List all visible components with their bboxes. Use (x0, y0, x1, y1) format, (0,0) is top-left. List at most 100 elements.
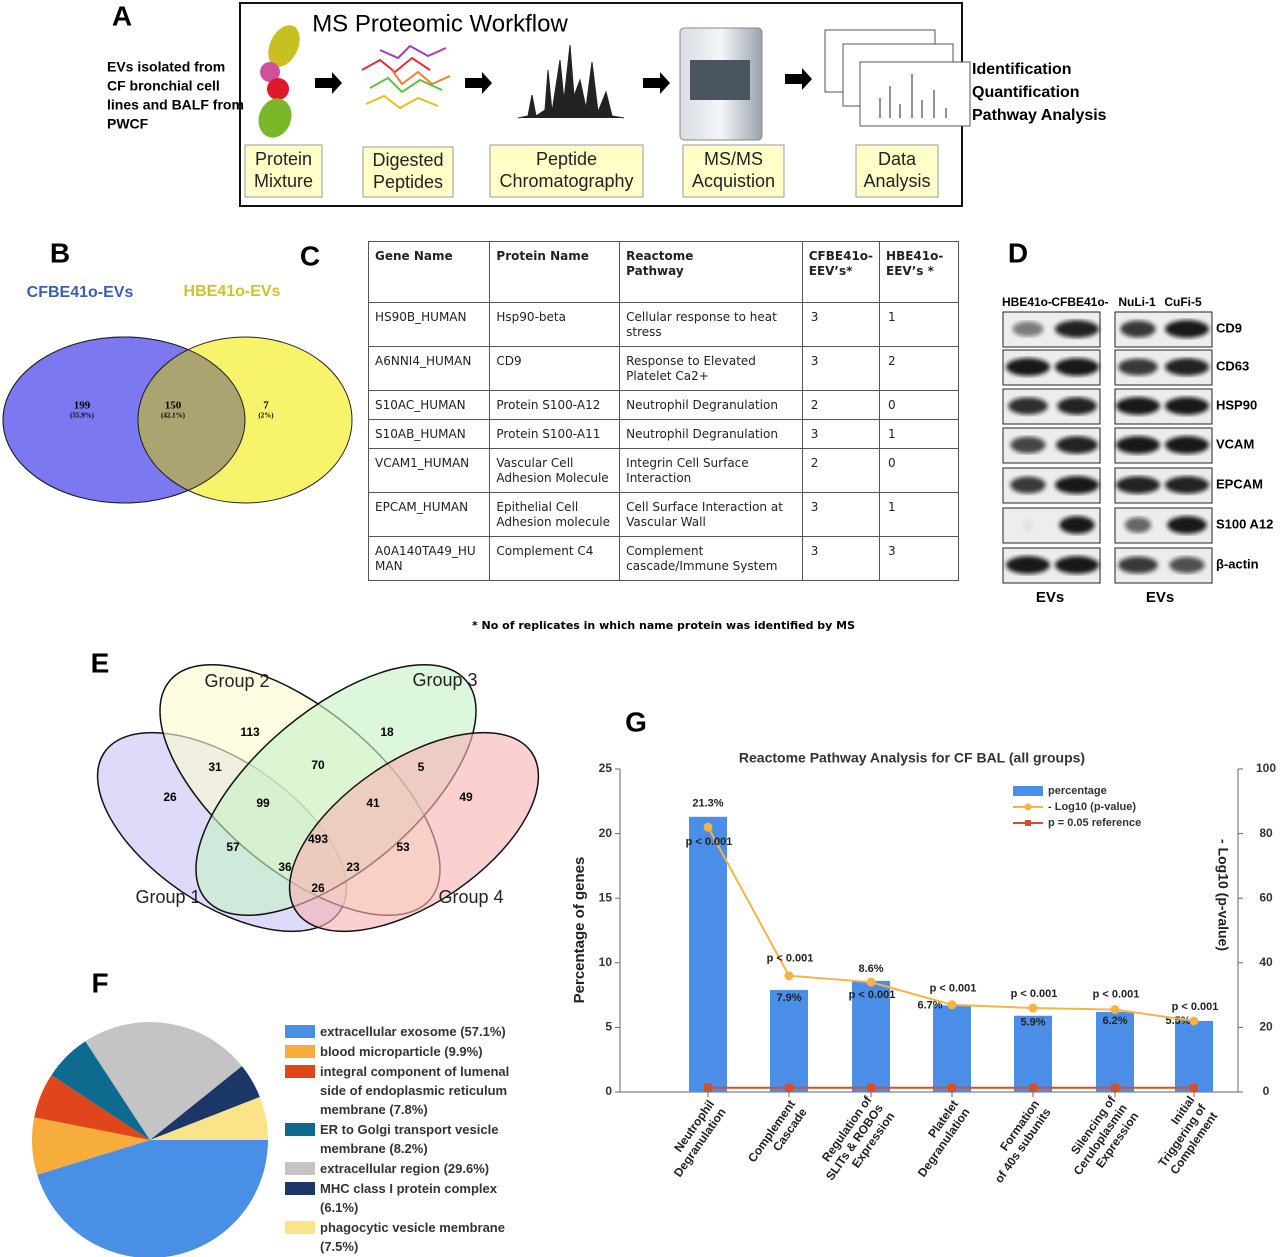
table-cell: 2 (801, 448, 881, 493)
line-marker (704, 1083, 712, 1092)
step-box (489, 144, 644, 198)
group-name: Group 4 (438, 887, 503, 907)
line-marker (1111, 1083, 1119, 1092)
blot-band (1006, 556, 1050, 574)
blot-band (1116, 436, 1160, 454)
header-cell: HBE41o-EEV’s * (879, 241, 959, 303)
value-label: 7.9% (776, 992, 801, 1004)
blot-band (1165, 436, 1209, 454)
arrow (315, 72, 342, 94)
table-cell: Response to Elevated Platelet Ca2+ (619, 346, 803, 391)
blot-band (1012, 321, 1044, 337)
pie-slice (150, 1096, 268, 1140)
table-cell: Cellular response to heat stress (619, 302, 803, 347)
legend-label: MHC class I protein complex (320, 1181, 497, 1196)
blot-band (1165, 358, 1209, 376)
table-cell: 3 (801, 492, 881, 537)
group-label: EVs (1146, 589, 1174, 606)
line-marker (1028, 1003, 1038, 1013)
blot-band (1055, 476, 1099, 494)
bar (1096, 1011, 1134, 1092)
legend-value: (57.1%) (460, 1024, 506, 1039)
y2-tick-label: 100 (1256, 761, 1276, 775)
legend-item: phagocytic vesicle membrane (7.5%) (285, 1218, 525, 1256)
pie-legend: extracellular exosome (57.1%) blood micro… (285, 1022, 525, 1257)
region-count: 150 (165, 400, 182, 412)
legend-swatch (1013, 786, 1043, 796)
pie-slice (34, 1075, 150, 1140)
table-cell: 0 (879, 448, 959, 493)
panel-letter: C (300, 240, 320, 271)
line-marker (947, 1000, 957, 1010)
region-count: 199 (74, 400, 91, 412)
value-label: 6.2% (1102, 1015, 1127, 1027)
bar (770, 989, 808, 1092)
table-cell: 1 (879, 492, 959, 537)
table-cell: 1 (879, 302, 959, 347)
lane-label: NuLi-1 (1118, 295, 1156, 309)
p-value-label: p < 0.001 (849, 989, 896, 1001)
table-header-row: Gene Name Protein Name Reactome Pathway CFB… (367, 241, 959, 303)
table-cell: Integrin Cell Surface Interaction (619, 448, 803, 493)
panel-letter: B (50, 237, 70, 268)
value-label: 5.9% (1020, 1017, 1045, 1029)
step-label: Protein Mixture (254, 149, 313, 191)
table-cell: Cell Surface Interaction at Vascular Wal… (619, 492, 803, 537)
table-cell: Complement C4 (489, 536, 621, 581)
blot-band (1055, 320, 1099, 338)
table-row: A0A140TA49_HUMAN Complement C4 Complement … (367, 536, 959, 581)
chromatogram (517, 44, 625, 119)
p-value-label: p < 0.001 (686, 836, 733, 848)
region-count: 18 (380, 725, 394, 739)
legend-item: ER to Golgi transport vesicle membrane (… (285, 1120, 525, 1158)
legend-value: (7.5%) (320, 1239, 359, 1254)
venn-overlap (137, 337, 245, 503)
legend-label: extracellular region (320, 1161, 440, 1176)
line-marker (1029, 1083, 1037, 1092)
table-cell: CD9 (489, 346, 621, 391)
step-label: Peptide Chromatography (499, 149, 633, 191)
table-cell: Protein S100-A11 (489, 419, 621, 449)
p-value-label: p < 0.001 (1172, 1001, 1219, 1013)
header-cell: CFBE41o-EEV’s* (801, 241, 881, 303)
x-tick-label: NeutrophilDegranulation (660, 1097, 729, 1179)
table-cell: 1 (879, 419, 959, 449)
peptide (391, 69, 451, 86)
region-count: 113 (240, 725, 260, 739)
y2-tick-label: 40 (1259, 955, 1273, 969)
lane-label: HBE41o- (1002, 295, 1052, 309)
table-footnote: * No of replicates in which name protein… (471, 619, 856, 632)
x-tick-label: Silencing ofCeruloplasminExpression (1059, 1093, 1142, 1186)
blot-band (1023, 518, 1033, 532)
molecule (267, 78, 289, 100)
region-count: 41 (366, 796, 380, 810)
legend-label: p = 0.05 reference (1048, 817, 1141, 829)
value-label: 6.7% (917, 999, 942, 1011)
table-cell: A6NNI4_HUMAN (367, 346, 491, 391)
venn-outline (2, 336, 246, 504)
region-count: 5 (418, 760, 425, 774)
set-name: CFBE41o-EVs (27, 284, 134, 301)
step-label: MS/MS Acquistion (692, 149, 775, 191)
blot-band (1010, 476, 1046, 494)
pie-slice (150, 1066, 260, 1140)
legend-label: - Log10 (p-value) (1048, 801, 1136, 813)
region-percent: (2%) (258, 412, 274, 420)
p-value-label: p < 0.001 (767, 953, 814, 965)
table-cell: Neutrophil Degranulation (619, 419, 803, 449)
table-cell: 3 (879, 536, 959, 581)
blot-band (1116, 397, 1160, 415)
bar (689, 816, 727, 1092)
region-count: 99 (256, 796, 270, 810)
legend-value: (9.9%) (444, 1044, 483, 1059)
blot-band (1124, 517, 1152, 533)
legend-value: (29.6%) (443, 1161, 490, 1176)
table-cell: 3 (801, 302, 881, 347)
arrow (465, 72, 492, 94)
table-cell: 3 (801, 536, 881, 581)
legend-swatch (285, 1221, 315, 1234)
x-tick-label: ComplementCascade (745, 1097, 810, 1173)
line-marker (1110, 1005, 1120, 1015)
group-name: Group 3 (412, 670, 477, 690)
